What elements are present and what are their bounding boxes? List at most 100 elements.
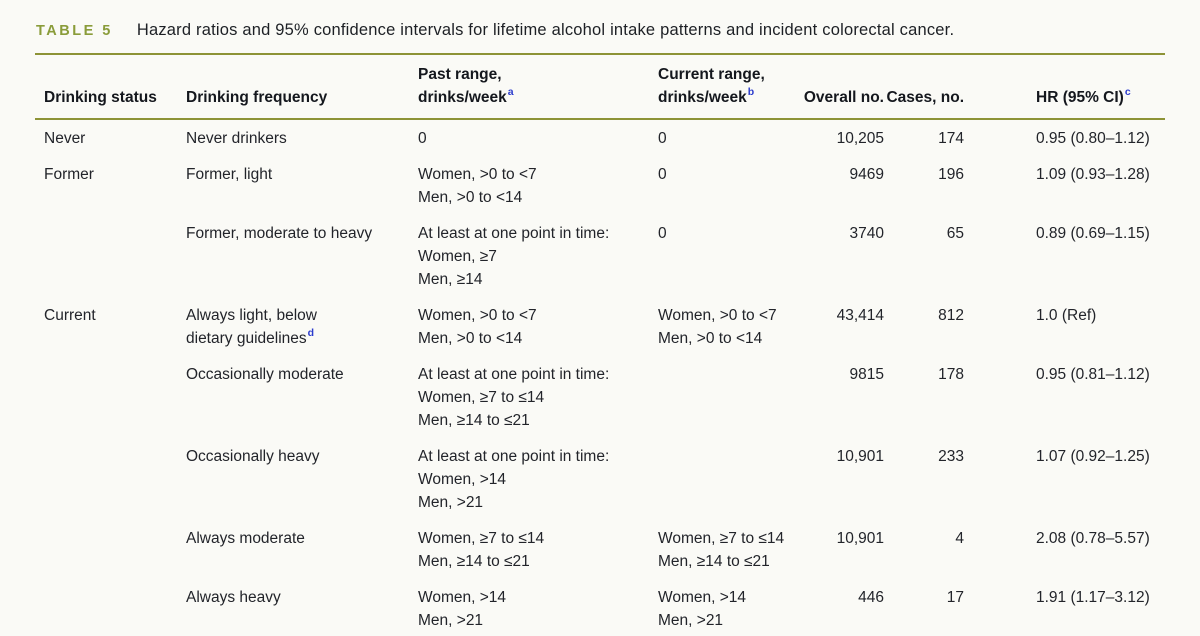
cell-current: Women, >0 to <7 Men, >0 to <14 xyxy=(658,297,790,356)
cell-past: At least at one point in time: Women, ≥7 M… xyxy=(418,215,658,297)
cell-line: 0.95 (0.80–1.12) xyxy=(1036,130,1150,147)
cell-past: At least at one point in time: Women, ≥7 … xyxy=(418,356,658,438)
cell-current: Women, >14 Men, >21 xyxy=(658,579,790,636)
cell-line: Women, >0 to <7 xyxy=(418,307,537,324)
footnote-marker-a: a xyxy=(507,85,514,98)
cell-frequency: Occasionally heavy xyxy=(186,438,418,520)
cell-line: 3740 xyxy=(849,225,884,242)
cell-line: Former, moderate to heavy xyxy=(186,225,373,242)
cell-status xyxy=(35,438,186,520)
cell-status xyxy=(35,520,186,579)
column-header-past: Past range, drinks/weeka xyxy=(418,55,658,120)
cell-current: 0 xyxy=(658,215,790,297)
cell-overall: 9469 xyxy=(790,156,884,215)
cell-line: 0 xyxy=(658,166,667,183)
cell-line: Overall no. xyxy=(803,89,884,106)
table-row: Current Always light, below dietary guidel… xyxy=(35,297,1165,356)
cell-overall: 10,901 xyxy=(790,520,884,579)
cell-line: Men, ≥14 to ≤21 xyxy=(418,412,530,429)
cell-cases: 4 xyxy=(884,520,964,579)
cell-line: Men, >0 to <14 xyxy=(418,330,523,347)
cell-past: Women, >14 Men, >21 xyxy=(418,579,658,636)
table-row: Never Never drinkers 0 0 10,205 174 0.95 (0.80… xyxy=(35,119,1165,156)
cell-hr: 0.95 (0.81–1.12) xyxy=(964,356,1165,438)
cell-current: 0 xyxy=(658,119,790,156)
column-header-current: Current range, drinks/weekb xyxy=(658,55,790,120)
cell-line: 17 xyxy=(946,589,964,606)
cell-frequency: Always moderate xyxy=(186,520,418,579)
cell-past: Women, >0 to <7 Men, >0 to <14 xyxy=(418,156,658,215)
cell-status: Former xyxy=(35,156,186,215)
cell-frequency: Never drinkers xyxy=(186,119,418,156)
cell-line: 0.95 (0.81–1.12) xyxy=(1036,366,1150,383)
cell-line: Women, >0 to <7 xyxy=(658,307,777,324)
cell-status xyxy=(35,215,186,297)
cell-line: Always heavy xyxy=(186,589,281,606)
cell-line: 812 xyxy=(938,307,964,324)
footnote-marker-b: b xyxy=(747,85,755,98)
cell-line: Women, ≥7 to ≤14 xyxy=(658,530,785,547)
cell-line: Men, >21 xyxy=(418,612,484,629)
cell-line: 2.08 (0.78–5.57) xyxy=(1036,530,1150,547)
cell-line: 65 xyxy=(946,225,964,242)
cell-cases: 174 xyxy=(884,119,964,156)
cell-line: Women, ≥7 xyxy=(418,248,497,265)
cell-line: Women, >0 to <7 xyxy=(418,166,537,183)
cell-line: Women, >14 xyxy=(418,471,507,488)
column-header-cases: Cases, no. xyxy=(884,55,964,120)
cell-line: 9469 xyxy=(849,166,884,183)
table-label: TABLE 5 xyxy=(36,23,113,39)
hazard-ratios-table: Drinking status Drinking frequency Past ra… xyxy=(35,55,1165,636)
cell-frequency: Former, moderate to heavy xyxy=(186,215,418,297)
cell-line: 43,414 xyxy=(836,307,884,324)
cell-line: Drinking frequency xyxy=(186,89,328,106)
table-row: Occasionally moderate At least at one poi… xyxy=(35,356,1165,438)
cell-status: Current xyxy=(35,297,186,356)
column-header-hr: HR (95% CI)c xyxy=(964,55,1165,120)
cell-hr: 0.95 (0.80–1.12) xyxy=(964,119,1165,156)
table-body: Never Never drinkers 0 0 10,205 174 0.95 (0.80… xyxy=(35,119,1165,636)
cell-hr: 2.08 (0.78–5.57) xyxy=(964,520,1165,579)
cell-frequency: Occasionally moderate xyxy=(186,356,418,438)
cell-hr: 0.89 (0.69–1.15) xyxy=(964,215,1165,297)
cell-line: Drinking status xyxy=(44,89,157,106)
cell-cases: 178 xyxy=(884,356,964,438)
cell-line: 10,901 xyxy=(836,530,884,547)
cell-line: Current range, xyxy=(658,66,765,83)
cell-past: 0 xyxy=(418,119,658,156)
cell-line: Former xyxy=(44,166,94,183)
cell-line: At least at one point in time: xyxy=(418,225,610,242)
cell-line: 178 xyxy=(938,366,964,383)
cell-cases: 65 xyxy=(884,215,964,297)
cell-status: Never xyxy=(35,119,186,156)
cell-line: Women, ≥7 to ≤14 xyxy=(418,389,545,406)
table-row: Former Former, light Women, >0 to <7 Men, >… xyxy=(35,156,1165,215)
cell-line: HR (95% CI)c xyxy=(1036,85,1131,106)
cell-cases: 233 xyxy=(884,438,964,520)
cell-line: Men, >21 xyxy=(658,612,724,629)
cell-line: Cases, no. xyxy=(886,89,964,106)
cell-line: 0 xyxy=(658,130,667,147)
cell-line: drinks/weeka xyxy=(418,85,514,106)
cell-line: Occasionally moderate xyxy=(186,366,344,383)
cell-line: Men, >0 to <14 xyxy=(658,330,763,347)
cell-current: Women, ≥7 to ≤14 Men, ≥14 to ≤21 xyxy=(658,520,790,579)
cell-line: Past range, xyxy=(418,66,502,83)
cell-line: 0 xyxy=(658,225,667,242)
table-row: Always heavy Women, >14 Men, >21 Women, >14… xyxy=(35,579,1165,636)
cell-line: 0.89 (0.69–1.15) xyxy=(1036,225,1150,242)
cell-overall: 10,205 xyxy=(790,119,884,156)
table-caption-text: Hazard ratios and 95% confidence interva… xyxy=(136,21,955,39)
cell-status xyxy=(35,356,186,438)
footnote-marker-d: d xyxy=(307,326,315,339)
cell-hr: 1.0 (Ref) xyxy=(964,297,1165,356)
cell-current: 0 xyxy=(658,156,790,215)
cell-status xyxy=(35,579,186,636)
cell-overall: 9815 xyxy=(790,356,884,438)
cell-line: Always moderate xyxy=(186,530,305,547)
cell-line: Women, >14 xyxy=(658,589,747,606)
cell-overall: 43,414 xyxy=(790,297,884,356)
cell-line: Current xyxy=(44,307,96,324)
cell-line: 4 xyxy=(955,530,964,547)
